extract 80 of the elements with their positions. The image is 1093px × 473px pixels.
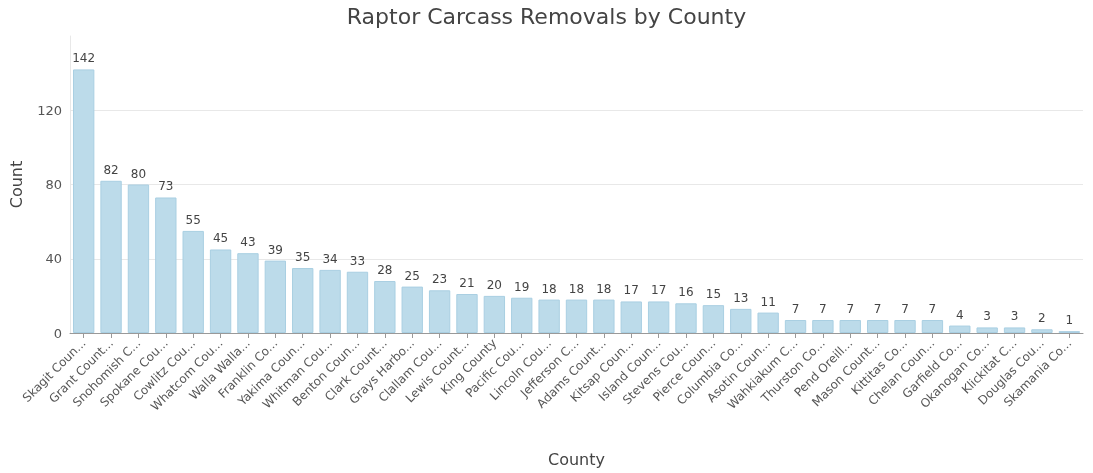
data-label: 25 <box>404 268 420 283</box>
data-label: 15 <box>705 287 722 302</box>
bar <box>483 295 506 333</box>
bar <box>702 305 725 333</box>
data-label: 7 <box>819 302 827 317</box>
data-label: 2 <box>1038 311 1046 326</box>
data-label: 13 <box>733 290 749 305</box>
bar <box>620 301 642 333</box>
data-label: 55 <box>185 212 201 227</box>
data-label: 7 <box>873 302 882 317</box>
bar <box>127 184 150 333</box>
data-label: 11 <box>760 294 776 309</box>
bar <box>565 299 588 333</box>
y-tick-label: 80 <box>45 177 62 192</box>
bar <box>209 249 232 333</box>
bar <box>346 271 369 333</box>
data-label: 18 <box>568 281 585 296</box>
bar <box>182 230 204 333</box>
bar <box>647 301 670 333</box>
bar <box>949 325 971 333</box>
data-label: 16 <box>678 285 694 300</box>
y-tick-label: 40 <box>45 251 62 267</box>
bar <box>237 253 259 333</box>
bar <box>264 260 287 333</box>
bar <box>593 299 615 333</box>
bar <box>921 320 944 333</box>
data-label: 7 <box>791 302 800 317</box>
bar <box>511 297 533 333</box>
bar <box>675 303 697 333</box>
data-label: 7 <box>846 302 855 317</box>
data-label: 7 <box>901 302 909 317</box>
data-label: 80 <box>130 166 147 181</box>
bar <box>374 281 396 333</box>
y-tick-label: 0 <box>53 325 62 341</box>
data-label: 7 <box>928 302 937 317</box>
data-label: 18 <box>596 281 612 296</box>
data-label: 3 <box>983 309 991 324</box>
data-label: 39 <box>267 242 283 257</box>
bar <box>757 312 779 333</box>
data-label: 45 <box>212 231 229 246</box>
data-label: 19 <box>514 279 530 294</box>
bar <box>73 69 95 333</box>
data-label: 82 <box>103 162 119 177</box>
data-label: 17 <box>623 283 639 298</box>
data-label: 142 <box>72 51 96 66</box>
bar <box>894 320 916 333</box>
bar <box>538 299 560 333</box>
bar <box>428 290 451 333</box>
data-label: 20 <box>486 277 503 292</box>
bar <box>401 286 423 333</box>
chart-title: Raptor Carcass Removals by County <box>346 3 747 29</box>
bar <box>812 320 834 333</box>
x-axis-title: County <box>548 449 605 469</box>
bar <box>456 294 478 333</box>
data-label: 4 <box>955 307 964 322</box>
bar <box>100 180 122 333</box>
data-label: 43 <box>240 235 256 250</box>
data-label: 23 <box>431 272 448 287</box>
bar <box>839 320 861 333</box>
data-label: 34 <box>322 251 338 266</box>
bar <box>976 327 998 333</box>
bar <box>292 268 314 333</box>
data-label: 35 <box>295 250 311 265</box>
bar <box>730 308 752 333</box>
data-label: 3 <box>1010 309 1019 324</box>
data-label: 18 <box>541 281 557 296</box>
data-label: 33 <box>349 253 366 268</box>
bar <box>1003 327 1026 333</box>
bar <box>155 197 177 333</box>
data-label: 17 <box>650 283 667 298</box>
y-tick-label: 120 <box>37 102 62 118</box>
bar <box>784 320 807 333</box>
data-label: 1 <box>1065 313 1074 328</box>
bar <box>866 320 889 333</box>
bar <box>319 269 341 333</box>
bar <box>1031 329 1053 333</box>
y-axis-title: Count <box>6 160 26 209</box>
data-label: 21 <box>459 276 475 291</box>
data-label: 73 <box>158 179 174 194</box>
data-label: 28 <box>377 263 393 278</box>
